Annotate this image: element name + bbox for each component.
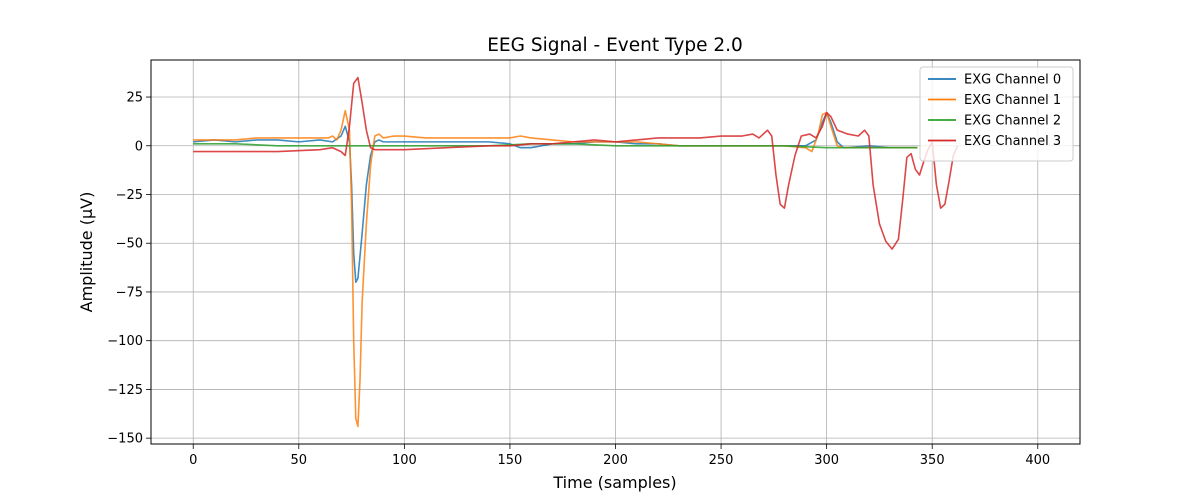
x-axis-label: Time (samples) [552,473,676,492]
y-tick-label: −100 [107,334,143,349]
y-tick-label: −50 [116,237,143,252]
x-tick-label: 400 [1025,453,1050,468]
x-tick-label: 250 [709,453,734,468]
series-line-channel-2 [193,143,918,149]
x-tick-label: 0 [189,453,197,468]
y-tick-label: −125 [107,383,143,398]
legend-label: EXG Channel 1 [964,93,1061,108]
x-tick-label: 200 [603,453,628,468]
y-tick-label: −25 [116,188,143,203]
legend-label: EXG Channel 3 [964,134,1061,149]
legend-box [919,66,1074,162]
legend-label: EXG Channel 2 [964,114,1061,129]
y-axis: −150 −125 −100 −75 −50 −25 0 25 [107,91,151,447]
y-axis-label: Amplitude (μV) [77,192,96,313]
series-line-channel-0 [193,111,918,284]
legend: EXG Channel 0 EXG Channel 1 EXG Channel 2 E… [919,66,1074,162]
x-tick-label: 100 [392,453,417,468]
x-axis: 0 50 100 150 200 250 300 350 400 [189,444,1050,468]
y-tick-label: −150 [107,432,143,447]
legend-label: EXG Channel 0 [964,73,1061,88]
x-tick-label: 150 [498,453,523,468]
x-tick-label: 50 [291,453,308,468]
y-tick-label: 25 [126,91,143,106]
series-lines [193,76,959,428]
chart-title: EEG Signal - Event Type 2.0 [487,35,743,56]
x-tick-label: 300 [814,453,839,468]
series-line-channel-3 [193,76,959,250]
x-tick-label: 350 [920,453,945,468]
y-tick-label: −75 [116,285,143,300]
series-line-channel-1 [193,109,918,428]
y-tick-label: 0 [135,139,143,154]
